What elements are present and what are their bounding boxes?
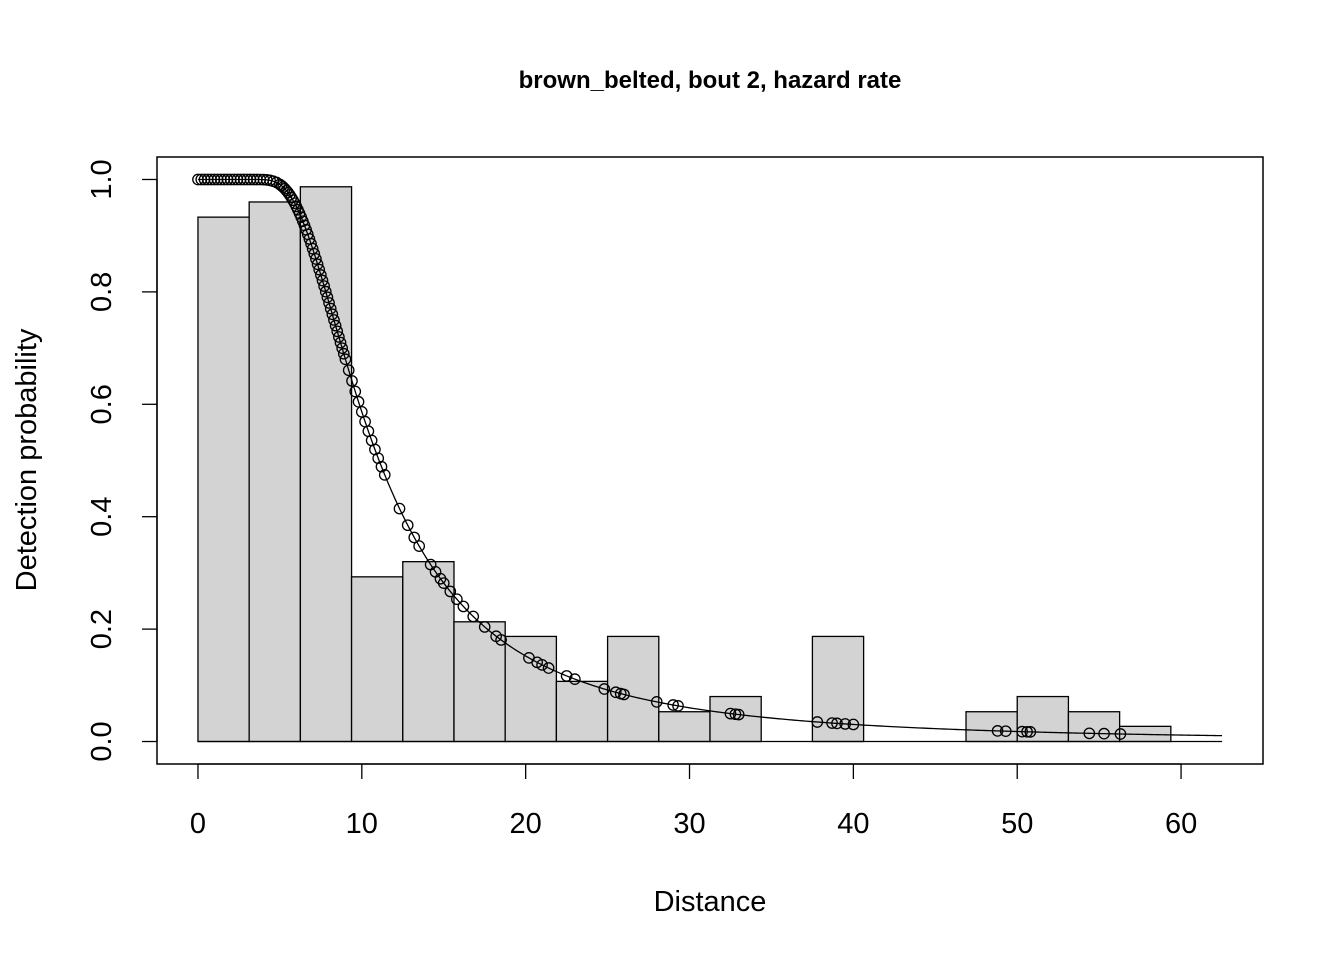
observation-point: [311, 258, 324, 271]
observation-point: [724, 707, 737, 720]
observation-point: [495, 634, 507, 646]
observation-point: [306, 242, 319, 255]
observation-point: [650, 696, 663, 708]
observation-point: [839, 718, 852, 730]
y-tick-label: 0.4: [86, 497, 118, 537]
observation-point: [536, 658, 548, 671]
histogram-bar: [197, 216, 250, 743]
histogram-bar: [350, 576, 404, 743]
observation-point: [408, 531, 421, 544]
observation-point: [321, 291, 334, 304]
observation-point: [831, 717, 843, 730]
observation-point: [598, 683, 611, 695]
observation-point: [672, 700, 684, 712]
observation-point: [316, 274, 329, 287]
observation-point: [444, 585, 457, 598]
observation-point: [329, 319, 342, 332]
observation-point: [568, 673, 581, 685]
fitted-curve-layer: [197, 178, 1223, 743]
observation-point: [437, 577, 450, 589]
observation-point: [542, 662, 555, 674]
observation-point: [1114, 728, 1127, 740]
observation-point: [826, 717, 838, 729]
x-tick-label: 20: [510, 808, 542, 840]
observation-point: [336, 342, 349, 355]
histogram-bar: [299, 186, 353, 743]
x-tick-label: 0: [190, 808, 206, 840]
y-tick-label: 0.6: [86, 384, 118, 424]
histogram-bar: [248, 201, 302, 743]
fitted-curve: [197, 178, 1223, 737]
observation-points: [192, 173, 1127, 740]
observation-point: [393, 502, 406, 515]
observation-point: [318, 280, 330, 292]
observation-point: [991, 725, 1004, 737]
chart-title: brown_belted, bout 2, hazard rate: [519, 67, 902, 94]
observation-point: [337, 347, 350, 360]
observation-point: [560, 670, 573, 682]
observation-point: [413, 540, 426, 552]
x-tick-label: 30: [673, 808, 705, 840]
histogram-bar: [1067, 711, 1121, 743]
observation-point: [1016, 725, 1028, 738]
histogram-bar: [965, 711, 1018, 743]
observation-point: [1021, 725, 1033, 738]
y-tick-label: 0.8: [86, 272, 118, 312]
histogram-bars: [197, 186, 1172, 743]
y-axis: 0.0 0.2 0.4 0.6 0.8 1.0: [86, 159, 158, 762]
observation-point: [319, 285, 332, 298]
observation-point: [331, 325, 344, 338]
observation-point: [999, 725, 1012, 738]
observation-point: [285, 191, 298, 204]
observation-point: [328, 314, 340, 326]
y-tick-label: 0.0: [86, 721, 118, 761]
observation-point: [323, 297, 335, 309]
observation-point: [339, 353, 352, 366]
observation-point: [346, 375, 358, 387]
histogram-bar: [453, 621, 506, 743]
x-axis: 0 10 20 30 40 50 60: [190, 763, 1197, 840]
observation-point: [310, 253, 322, 265]
observation-point: [333, 331, 345, 343]
observation-point: [313, 263, 326, 276]
observation-point: [478, 621, 491, 633]
histogram-bar: [606, 635, 660, 743]
histogram-bar: [504, 635, 558, 743]
observation-point: [467, 610, 480, 623]
observation-point: [308, 247, 321, 260]
observation-point: [326, 308, 339, 321]
observation-point: [847, 718, 860, 731]
observation-point: [324, 302, 337, 315]
observation-point: [457, 600, 470, 613]
observation-point: [667, 699, 679, 711]
x-axis-label: Distance: [654, 886, 767, 918]
y-axis-label: Detection probability: [11, 328, 43, 591]
observation-point: [315, 269, 327, 281]
x-tick-label: 60: [1165, 808, 1197, 840]
y-tick-label: 0.2: [86, 609, 118, 649]
x-tick-label: 10: [346, 808, 378, 840]
observation-point: [450, 593, 463, 606]
observation-point: [732, 708, 745, 721]
observation-point: [378, 469, 391, 481]
observation-point: [609, 686, 622, 699]
x-tick-label: 40: [837, 808, 869, 840]
histogram-bar: [1016, 695, 1070, 743]
x-tick-label: 50: [1001, 808, 1033, 840]
observation-point: [618, 688, 630, 701]
observation-point: [349, 385, 362, 398]
observation-point: [334, 336, 347, 349]
observation-point: [811, 716, 824, 728]
observation-point: [1083, 727, 1096, 740]
observation-point: [401, 519, 414, 532]
observation-point: [1098, 727, 1110, 740]
observation-point: [375, 460, 388, 473]
histogram-bar: [658, 711, 711, 743]
observation-point: [342, 364, 355, 377]
y-tick-label: 1.0: [86, 159, 118, 199]
observation-point: [352, 395, 365, 408]
observation-point: [1024, 726, 1037, 738]
